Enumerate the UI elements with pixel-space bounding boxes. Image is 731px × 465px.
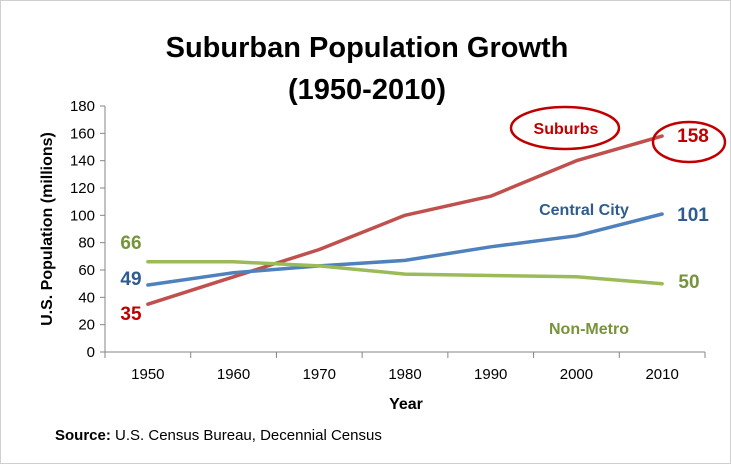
x-tick-label: 1960 [217, 366, 250, 383]
y-tick-label: 0 [87, 344, 95, 361]
y-tick-label: 100 [70, 207, 95, 224]
chart-title-line1: Suburban Population Growth [166, 32, 569, 64]
series-start-label: 35 [120, 304, 142, 325]
y-tick-label: 120 [70, 180, 95, 197]
source-text: U.S. Census Bureau, Decennial Census [111, 427, 382, 444]
series-start-label: 66 [120, 233, 141, 254]
x-tick-label: 1990 [474, 366, 507, 383]
series-start-label: 49 [120, 269, 141, 290]
x-tick-label: 2010 [645, 366, 678, 383]
y-tick-label: 160 [70, 125, 95, 142]
x-tick-label: 1970 [303, 366, 336, 383]
series-end-label: 158 [677, 126, 709, 147]
y-tick-label: 40 [78, 289, 95, 306]
source-note: Source: U.S. Census Bureau, Decennial Ce… [55, 427, 382, 444]
y-tick-label: 80 [78, 235, 95, 252]
chart-title-line2: (1950-2010) [288, 74, 446, 106]
x-axis-ticks: 1950 1960 1970 1980 1990 2000 2010 [105, 352, 705, 383]
series-end-label: 101 [677, 205, 709, 226]
series-labels: 35 158 Suburbs 49 101 Central City 66 50 Non-Met… [120, 121, 709, 338]
y-tick-label: 20 [78, 317, 95, 334]
x-axis-title: Year [389, 396, 423, 413]
x-tick-label: 2000 [560, 366, 593, 383]
series-name-label: Suburbs [534, 121, 599, 138]
y-axis-title: U.S. Population (millions) [39, 132, 56, 326]
series-end-label: 50 [678, 272, 699, 293]
series-name-label: Non-Metro [549, 321, 629, 338]
series-name-label: Central City [539, 202, 629, 219]
y-tick-label: 180 [70, 98, 95, 115]
x-tick-label: 1980 [388, 366, 421, 383]
source-prefix: Source: [55, 427, 111, 444]
y-tick-label: 140 [70, 153, 95, 170]
y-axis-ticks: 0 20 40 60 80 100 120 140 160 180 [70, 98, 105, 361]
x-tick-label: 1950 [131, 366, 164, 383]
series-lines [148, 136, 662, 304]
y-tick-label: 60 [78, 262, 95, 279]
